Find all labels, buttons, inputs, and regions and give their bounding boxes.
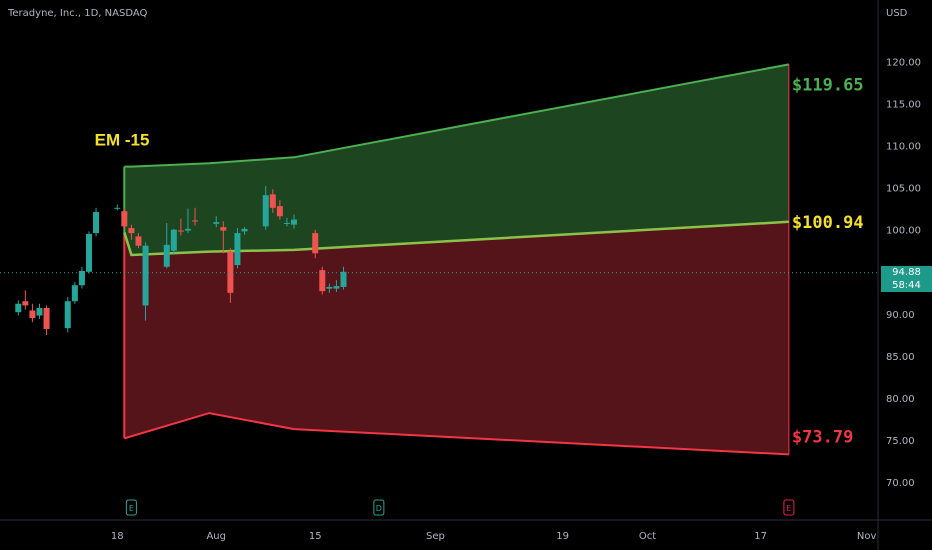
expected-move-bands [123, 63, 790, 456]
price-tick-80: 80.00 [886, 394, 915, 405]
candle-body-10 [114, 207, 121, 209]
bar-countdown: 58:44 [892, 279, 921, 291]
last-price-value: 94.88 [892, 266, 921, 278]
time-tick-18: 18 [111, 531, 124, 542]
last-price-badge: 94.88 58:44 [881, 265, 932, 292]
candle-body-2 [29, 310, 36, 319]
candle-body-8 [85, 233, 92, 272]
middle-line [123, 220, 789, 257]
candle-body-21 [220, 227, 227, 231]
middle-line-label: $100.94 [792, 213, 864, 233]
em-label: EM -15 [95, 131, 150, 150]
currency-label: USD [886, 8, 908, 19]
event-marker-1 [373, 499, 385, 516]
event-marker-letter-0: E [129, 504, 134, 513]
event-marker-0 [125, 499, 137, 516]
time-tick-nov: Nov [857, 531, 877, 542]
upper-band-fill [124, 64, 789, 256]
time-tick-17: 17 [754, 531, 767, 542]
time-tick-sep: Sep [426, 531, 445, 542]
time-tick-19: 19 [556, 531, 569, 542]
candle-body-5 [64, 301, 71, 329]
candle-body-23 [234, 233, 241, 266]
upper-band-label: $119.65 [792, 75, 864, 95]
candle-body-26 [269, 194, 276, 208]
upper-band-line [124, 63, 790, 168]
lower-band-label: $73.79 [792, 427, 853, 447]
event-marker-letter-1: D [376, 504, 382, 513]
candle-body-9 [93, 212, 100, 234]
candle-body-14 [142, 245, 149, 306]
time-tick-aug: Aug [206, 531, 226, 542]
candle-body-27 [276, 206, 283, 217]
price-tick-115: 115.00 [886, 99, 921, 110]
price-tick-85: 85.00 [886, 352, 915, 363]
event-marker-2 [783, 499, 795, 516]
lower-band-line [124, 412, 789, 456]
candlestick-series [15, 185, 347, 335]
candle-body-1 [22, 301, 29, 306]
price-tick-70: 70.00 [886, 478, 915, 489]
candle-body-11 [121, 211, 128, 227]
price-tick-120: 120.00 [886, 57, 921, 68]
candle-body-0 [15, 303, 22, 313]
candle-body-22 [227, 251, 234, 293]
candle-body-19 [192, 220, 199, 222]
candle-body-29 [291, 219, 298, 225]
price-tick-90: 90.00 [886, 310, 915, 321]
price-tick-105: 105.00 [886, 184, 921, 195]
candle-body-7 [78, 270, 85, 286]
candle-body-30 [312, 233, 319, 254]
candle-body-24 [241, 228, 248, 232]
time-tick-oct: Oct [639, 531, 656, 542]
event-marker-letter-2: E [786, 504, 791, 513]
candle-body-15 [163, 244, 170, 267]
band-labels: EM -15 $119.65 $100.94 $73.79 [95, 75, 864, 447]
price-tick-100: 100.00 [886, 226, 921, 237]
candle-body-12 [128, 228, 135, 234]
symbol-title: Teradyne, Inc., 1D, NASDAQ [8, 8, 148, 19]
lower-band-fill [124, 221, 789, 455]
price-tick-110: 110.00 [886, 142, 921, 153]
candle-body-34 [340, 271, 347, 287]
candle-body-16 [170, 229, 177, 251]
candle-body-3 [36, 307, 43, 316]
candle-body-6 [71, 285, 78, 302]
candle-body-31 [319, 270, 326, 292]
candle-body-13 [135, 236, 142, 246]
price-tick-75: 75.00 [886, 436, 915, 447]
candle-body-17 [177, 230, 184, 232]
time-axis[interactable]: 18 Aug 15 Sep 19 Oct 17 Nov [111, 531, 877, 542]
candle-body-20 [213, 222, 220, 224]
candle-body-33 [333, 286, 340, 289]
time-tick-15: 15 [309, 531, 322, 542]
candle-body-18 [184, 228, 191, 231]
candle-body-4 [43, 307, 50, 329]
candle-body-25 [262, 195, 269, 227]
candle-body-32 [326, 286, 333, 289]
candle-body-28 [283, 222, 290, 224]
